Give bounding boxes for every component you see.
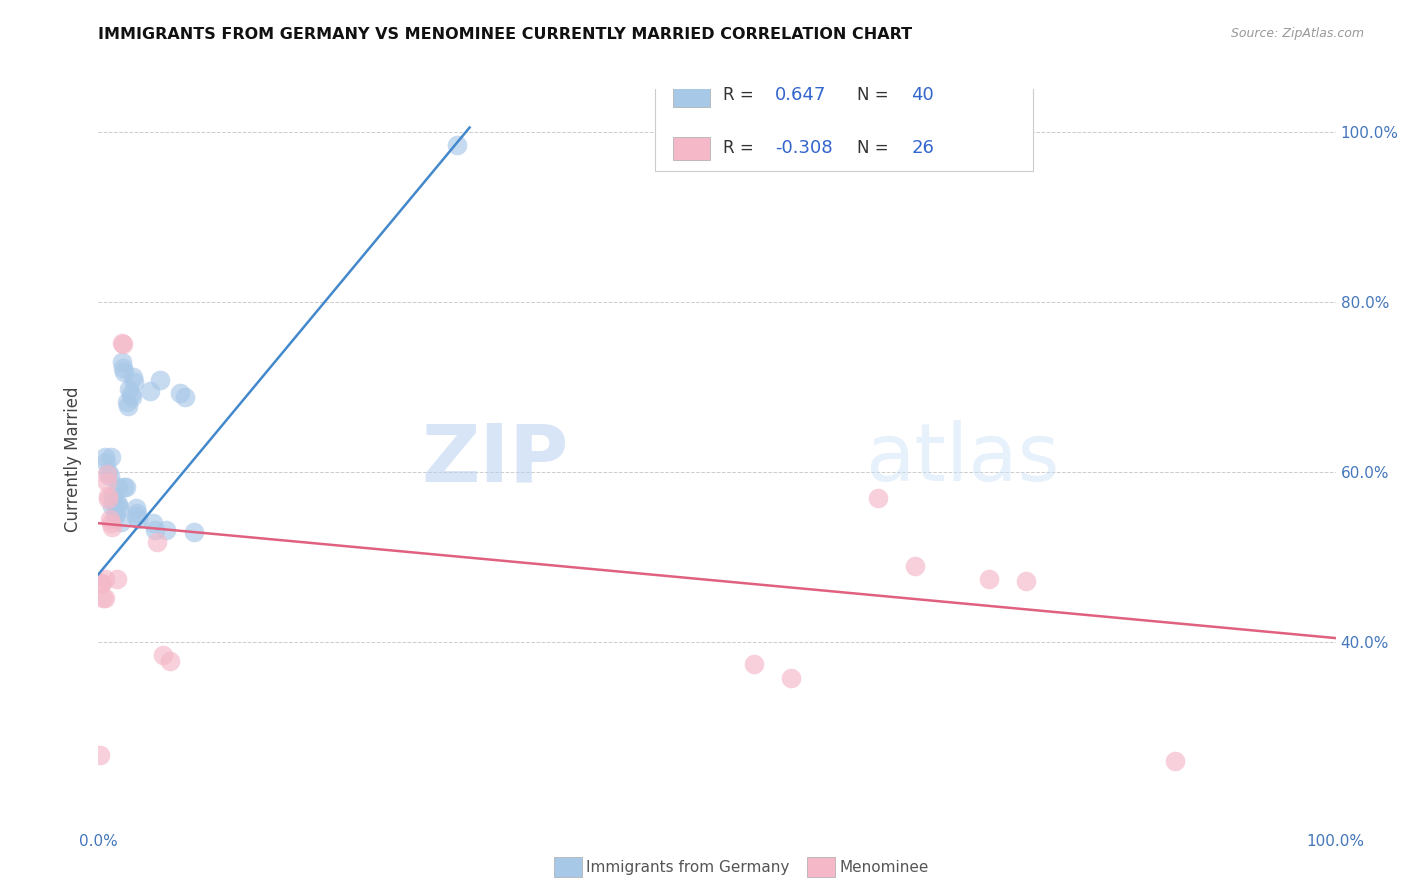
Point [118, 382, 141, 396]
Point [97, 492, 120, 507]
Point [143, 523, 166, 537]
Text: atlas: atlas [866, 420, 1060, 499]
Point [446, 137, 468, 152]
Point [112, 480, 135, 494]
Point [139, 384, 162, 399]
Point [121, 390, 143, 404]
Point [93, 591, 115, 606]
Point [149, 373, 172, 387]
Text: 40: 40 [911, 87, 934, 104]
Point [142, 516, 165, 531]
Point [1015, 574, 1038, 588]
Point [174, 390, 197, 404]
Point [112, 365, 135, 379]
Point [96, 467, 118, 481]
Y-axis label: Currently Married: Currently Married [65, 386, 83, 533]
Point [112, 361, 135, 376]
Point [115, 395, 138, 409]
Point [103, 509, 125, 524]
Point [159, 654, 181, 668]
Text: -0.308: -0.308 [775, 139, 832, 157]
Point [107, 480, 129, 494]
Point [114, 480, 136, 494]
Point [104, 506, 127, 520]
Text: R =: R = [723, 139, 759, 157]
Point [742, 657, 765, 671]
Point [100, 516, 122, 531]
Text: 0.647: 0.647 [775, 87, 827, 104]
Point [96, 475, 118, 490]
Point [111, 354, 134, 368]
Text: ZIP: ZIP [422, 420, 568, 499]
Point [94, 455, 117, 469]
Text: N =: N = [856, 87, 894, 104]
Point [183, 524, 205, 539]
FancyBboxPatch shape [655, 78, 1032, 170]
Point [866, 491, 889, 505]
Point [97, 489, 120, 503]
Point [112, 337, 135, 351]
Point [90, 575, 112, 590]
Point [904, 558, 927, 573]
Point [110, 515, 132, 529]
Point [120, 387, 142, 401]
Point [103, 495, 125, 509]
Point [780, 671, 803, 685]
Point [117, 399, 139, 413]
Point [127, 512, 149, 526]
Point [91, 575, 114, 590]
Text: 26: 26 [911, 139, 934, 157]
Point [93, 591, 115, 606]
FancyBboxPatch shape [672, 83, 710, 107]
Point [145, 535, 167, 549]
Point [124, 500, 146, 515]
FancyBboxPatch shape [672, 136, 710, 161]
Point [98, 512, 121, 526]
Point [169, 386, 191, 401]
Point [98, 469, 121, 483]
Point [93, 573, 115, 587]
Point [124, 509, 146, 524]
Point [89, 747, 111, 762]
Point [111, 335, 134, 350]
Text: N =: N = [856, 139, 894, 157]
Text: Menominee: Menominee [839, 860, 929, 874]
Point [107, 497, 129, 511]
Text: IMMIGRANTS FROM GERMANY VS MENOMINEE CURRENTLY MARRIED CORRELATION CHART: IMMIGRANTS FROM GERMANY VS MENOMINEE CUR… [98, 27, 912, 42]
Point [105, 572, 128, 586]
Point [122, 369, 145, 384]
Point [105, 498, 128, 512]
Point [108, 500, 131, 515]
Point [93, 450, 115, 464]
Point [101, 499, 124, 513]
Text: Immigrants from Germany: Immigrants from Germany [586, 860, 790, 874]
Point [979, 572, 1001, 586]
Text: R =: R = [723, 87, 759, 104]
Point [124, 375, 146, 389]
Point [97, 465, 120, 479]
Point [100, 450, 122, 464]
Point [155, 523, 177, 537]
Point [101, 520, 124, 534]
Text: Source: ZipAtlas.com: Source: ZipAtlas.com [1230, 27, 1364, 40]
Point [152, 648, 174, 662]
Point [125, 506, 148, 520]
Point [103, 489, 125, 503]
Point [1164, 755, 1187, 769]
